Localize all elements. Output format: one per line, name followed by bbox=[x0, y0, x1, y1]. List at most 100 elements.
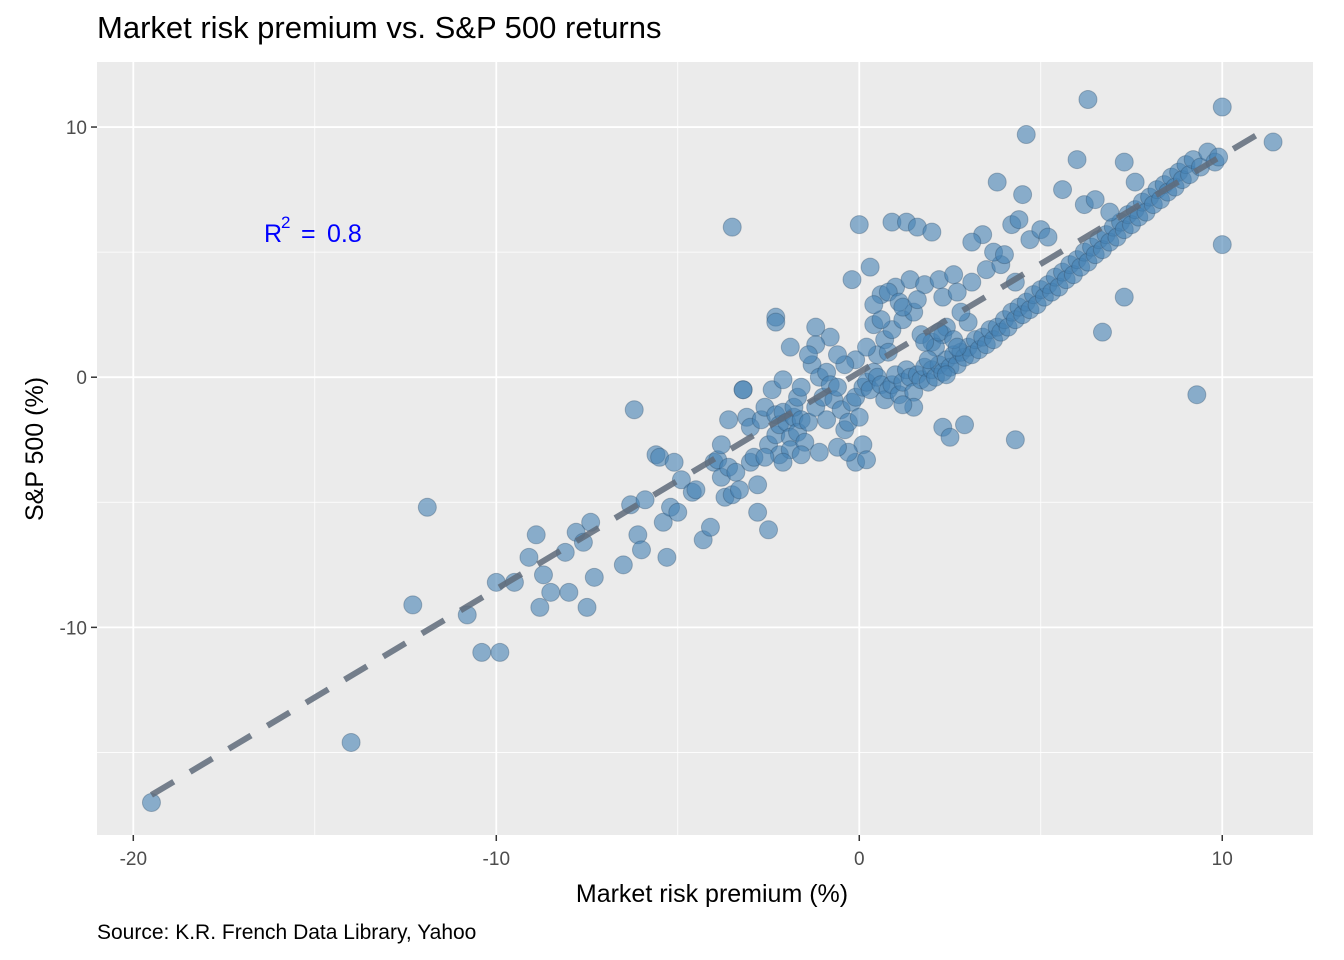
scatter-point bbox=[748, 475, 768, 495]
scatter-point bbox=[1067, 150, 1087, 170]
scatter-point bbox=[780, 337, 800, 357]
scatter-point bbox=[1053, 180, 1073, 200]
scatter-point bbox=[893, 297, 913, 317]
scatter-point bbox=[766, 312, 786, 332]
x-axis-title: Market risk premium (%) bbox=[576, 880, 848, 908]
scatter-point bbox=[857, 337, 877, 357]
scatter-point bbox=[635, 490, 655, 510]
scatter-point bbox=[526, 525, 546, 545]
scatter-point bbox=[668, 502, 688, 522]
scatter-point bbox=[541, 582, 561, 602]
scatter-point bbox=[791, 445, 811, 465]
scatter-point bbox=[893, 395, 913, 415]
scatter-point bbox=[955, 415, 975, 435]
scatter-point bbox=[907, 290, 927, 310]
scatter-point bbox=[864, 295, 884, 315]
scatter-point bbox=[653, 512, 673, 532]
regression-trendline bbox=[149, 126, 1268, 798]
scatter-point bbox=[947, 337, 967, 357]
scatter-point bbox=[530, 597, 550, 617]
scatter-point bbox=[1187, 385, 1207, 405]
scatter-point bbox=[798, 345, 818, 365]
y-tick-label: -10 bbox=[60, 618, 87, 639]
scatter-point bbox=[1092, 322, 1112, 342]
x-tick-label: -10 bbox=[483, 849, 510, 870]
scatter-point bbox=[915, 332, 935, 352]
scatter-point bbox=[922, 222, 942, 242]
r-squared-label: R bbox=[264, 220, 282, 248]
y-tick-label: 10 bbox=[66, 118, 87, 139]
scatter-point bbox=[722, 217, 742, 237]
scatter-point bbox=[700, 517, 720, 537]
scatter-point bbox=[403, 595, 423, 615]
major-gridlines bbox=[97, 62, 1313, 835]
scatter-point bbox=[733, 380, 753, 400]
scatter-point bbox=[987, 172, 1007, 192]
r-squared-value: 0.8 bbox=[327, 220, 362, 248]
scatter-point bbox=[726, 462, 746, 482]
scatter-point bbox=[1005, 430, 1025, 450]
scatter-point bbox=[1263, 132, 1283, 152]
scatter-point bbox=[1125, 172, 1145, 192]
scatter-point bbox=[849, 215, 869, 235]
scatter-point bbox=[577, 597, 597, 617]
y-tick-label: 0 bbox=[76, 368, 87, 389]
scatter-point bbox=[773, 370, 793, 390]
scatter-point bbox=[584, 567, 604, 587]
scatter-point bbox=[559, 582, 579, 602]
scatter-point bbox=[1009, 210, 1029, 230]
scatter-point bbox=[773, 452, 793, 472]
scatter-point bbox=[755, 447, 775, 467]
scatter-point bbox=[490, 642, 510, 662]
scatter-point bbox=[686, 480, 706, 500]
scatter-point bbox=[748, 502, 768, 522]
scatter-point bbox=[417, 497, 437, 517]
scatter-point bbox=[1212, 235, 1232, 255]
r-squared-superscript: 2 bbox=[281, 213, 290, 232]
plot-panel bbox=[97, 62, 1313, 835]
scatter-point bbox=[719, 410, 739, 430]
r-squared-annotation: R 2 = 0.8 bbox=[264, 213, 362, 248]
scatter-point bbox=[729, 480, 749, 500]
scatter-point bbox=[1100, 202, 1120, 222]
scatter-point bbox=[827, 437, 847, 457]
scatter-point bbox=[827, 345, 847, 365]
scatter-point bbox=[141, 792, 161, 812]
scatter-point bbox=[842, 270, 862, 290]
scatter-point bbox=[759, 520, 779, 540]
scatter-point bbox=[944, 265, 964, 285]
scatter-point bbox=[1016, 125, 1036, 145]
scatter-point bbox=[791, 377, 811, 397]
scatter-point bbox=[827, 377, 847, 397]
scatter-point bbox=[664, 452, 684, 472]
scatter-point bbox=[657, 547, 677, 567]
scatter-point bbox=[1078, 90, 1098, 110]
scatter-point bbox=[849, 407, 869, 427]
axis-ticks: -20 -10 0 10 -10 0 10 bbox=[60, 118, 1233, 870]
x-tick-label: 0 bbox=[854, 849, 865, 870]
scatter-point bbox=[857, 450, 877, 470]
scatter-point bbox=[472, 642, 492, 662]
x-tick-label: 10 bbox=[1212, 849, 1233, 870]
scatter-point bbox=[613, 555, 633, 575]
scatter-point bbox=[631, 540, 651, 560]
scatter-point bbox=[820, 327, 840, 347]
scatter-point bbox=[1038, 227, 1058, 247]
scatter-point bbox=[798, 412, 818, 432]
x-tick-label: -20 bbox=[120, 849, 147, 870]
scatter-point bbox=[817, 410, 837, 430]
scatter-point bbox=[871, 310, 891, 330]
scatter-point bbox=[519, 547, 539, 567]
scatter-point bbox=[1212, 97, 1232, 117]
scatter-point bbox=[994, 245, 1014, 265]
scatter-point bbox=[624, 400, 644, 420]
scatter-point bbox=[1013, 185, 1033, 205]
scatter-point bbox=[533, 565, 553, 585]
source-caption: Source: K.R. French Data Library, Yahoo bbox=[97, 921, 477, 944]
scatter-point bbox=[918, 350, 938, 370]
scatter-point bbox=[806, 317, 826, 337]
scatter-point bbox=[1114, 287, 1134, 307]
scatter-point bbox=[711, 435, 731, 455]
r-squared-equals: = bbox=[301, 220, 316, 248]
